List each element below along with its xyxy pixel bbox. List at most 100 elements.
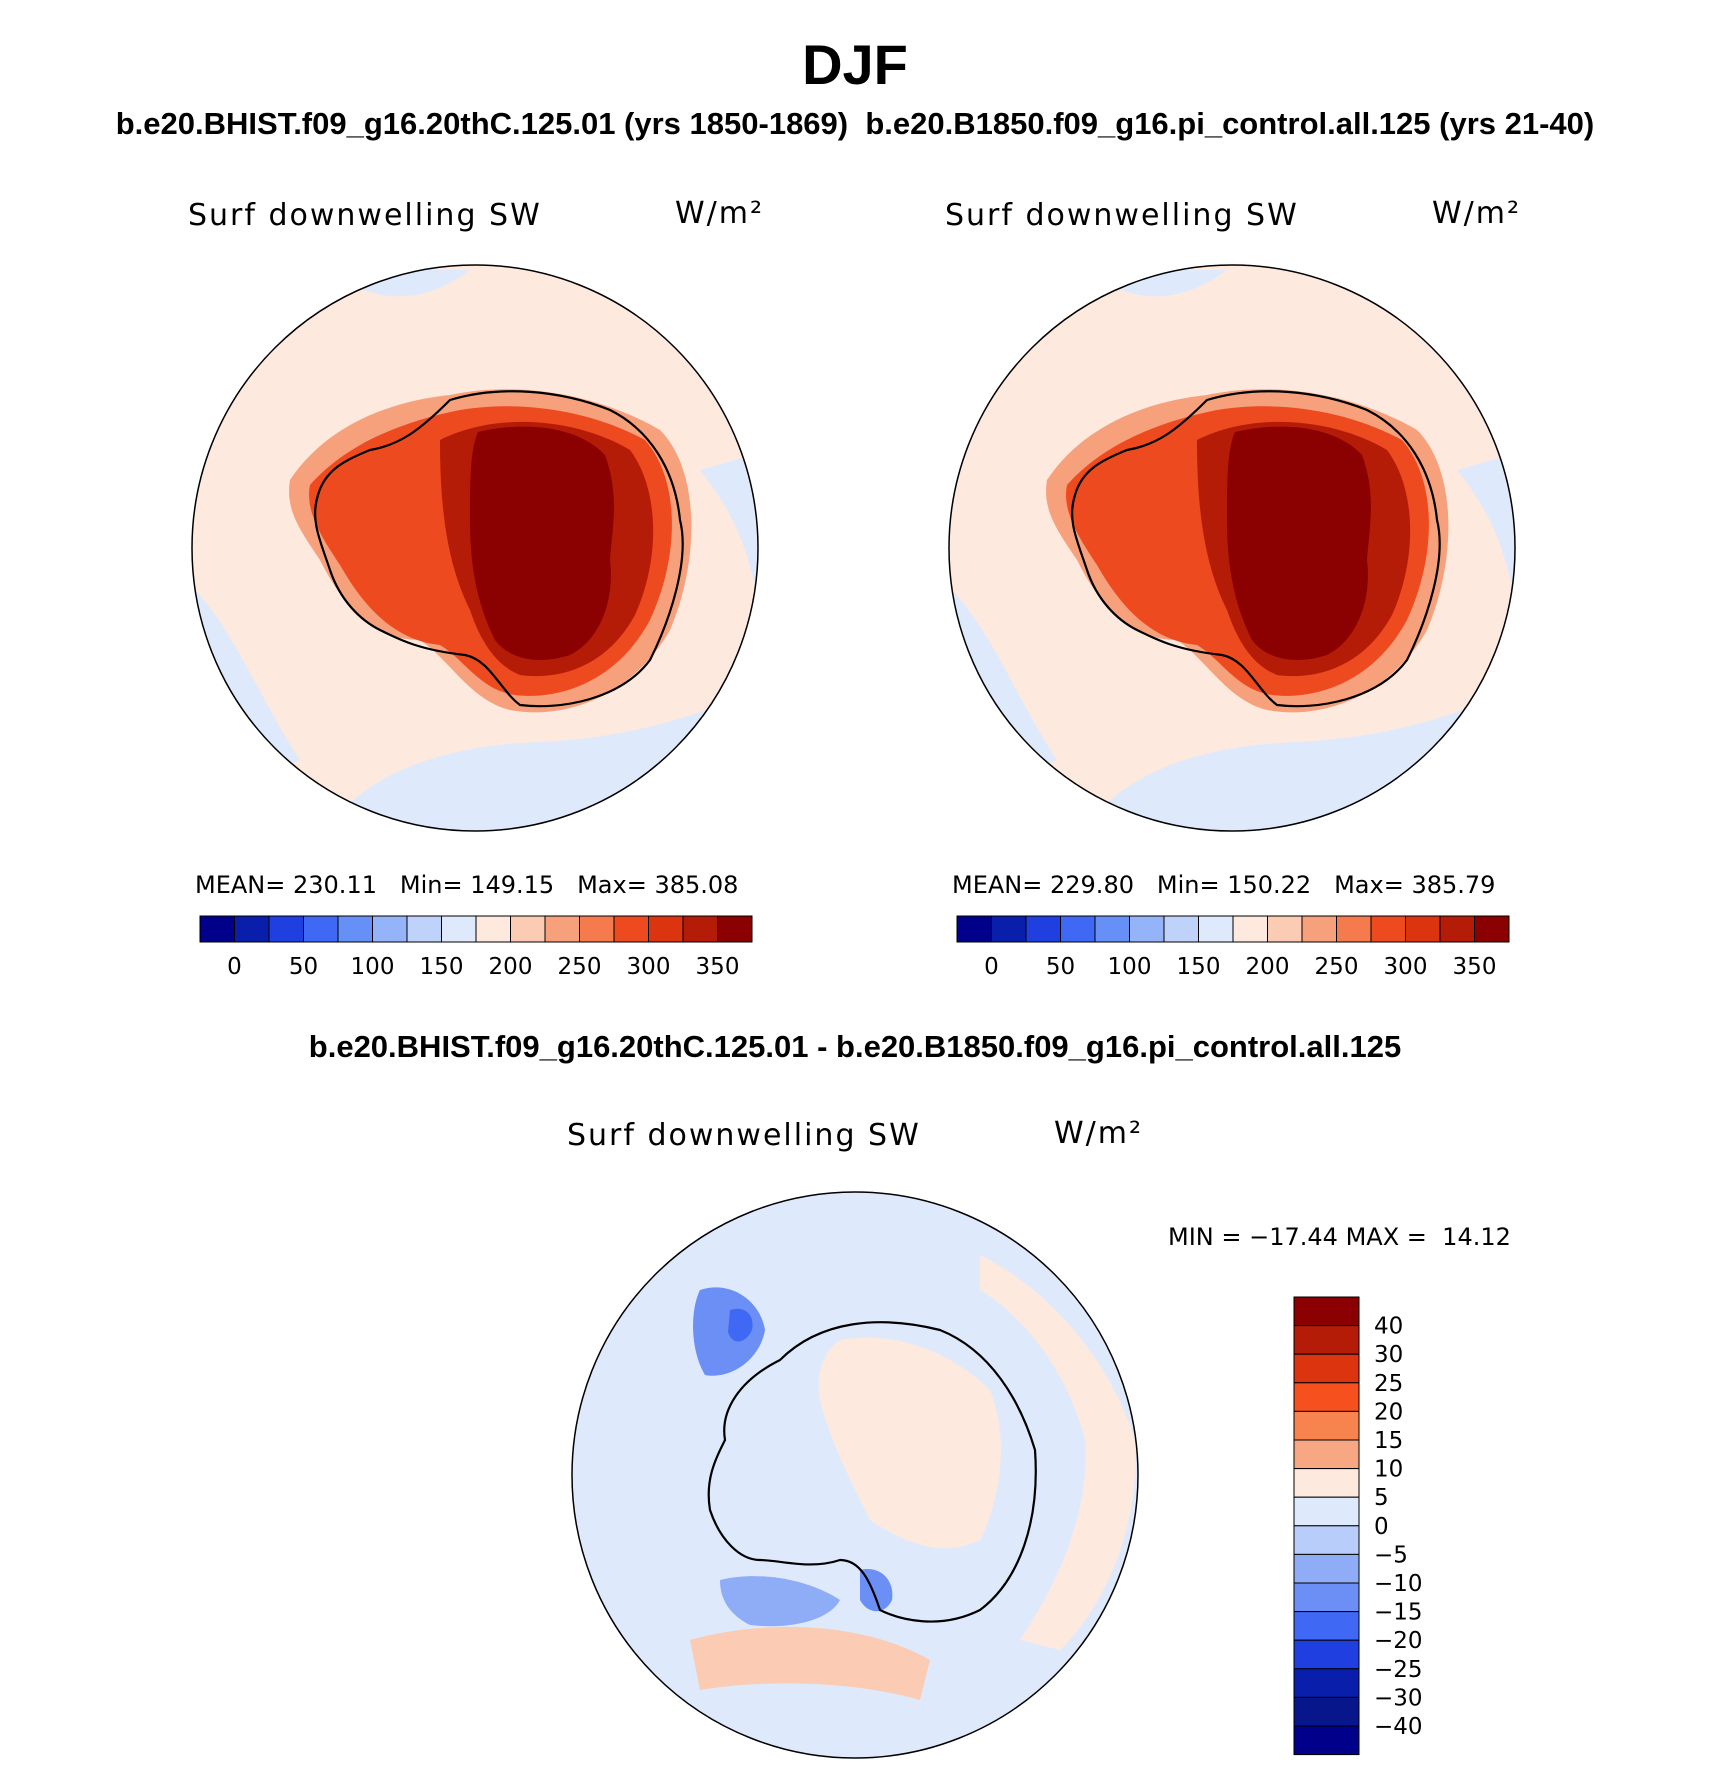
panel2-core-max [1227, 426, 1371, 660]
panel1-colorbar-cell [682, 915, 718, 943]
panel3-colorbar-tick-label: 15 [1374, 1428, 1403, 1454]
panel2-colorbar-tick-label: 350 [1453, 954, 1497, 980]
panel3-colorbar-cell [1293, 1582, 1360, 1613]
panel1-colorbar-tick-label: 300 [627, 954, 671, 980]
panel1-mean-label: MEAN= [195, 871, 286, 899]
panel3-colorbar-cell [1293, 1696, 1360, 1727]
subtitle-right: b.e20.B1850.f09_g16.pi_control.all.125 (… [865, 106, 1595, 141]
panel3-colorbar-tick-label: −15 [1374, 1600, 1423, 1626]
panel2-colorbar-tick-label: 0 [984, 954, 999, 980]
panel1-map [191, 264, 759, 832]
panel1-colorbar-cell [544, 915, 580, 943]
panel2-colorbar-cell [1301, 915, 1337, 943]
panel2-mean-value: 229.80 [1050, 871, 1134, 899]
panel3-colorbar-tick-label: −20 [1374, 1628, 1423, 1654]
panel1-colorbar-cell [303, 915, 339, 943]
panel3-colorbar-tick-label: −10 [1374, 1571, 1423, 1597]
panel3-colorbar-tick-label: −30 [1374, 1685, 1423, 1711]
panel2-colorbar-cell [1163, 915, 1199, 943]
panel2-colorbar-tick-label: 250 [1315, 954, 1359, 980]
panel3-colorbar-tick-label: −40 [1374, 1714, 1423, 1740]
panel2-stats: MEAN= 229.80 Min= 150.22 Max= 385.79 [952, 870, 1495, 900]
panel3-positive-east-band [980, 1255, 1136, 1650]
panel1-colorbar-tick-label: 50 [289, 954, 318, 980]
panel3-colorbar-cell [1293, 1410, 1360, 1441]
panel1-coastline [314, 390, 684, 708]
panel3-min-label: MIN = [1168, 1223, 1242, 1251]
panel3-colorbar-tick-label: 10 [1374, 1457, 1403, 1483]
panel2-colorbar: 0 50 100 150 200 250 300 350 [956, 915, 1510, 980]
panel3-colorbar-tick-label: 25 [1374, 1371, 1403, 1397]
panel2-colorbar-cell [1025, 915, 1061, 943]
panel3-map-border [571, 1191, 1139, 1759]
panel1-colorbar-cell [648, 915, 684, 943]
panel1-colorbar-cell [475, 915, 511, 943]
panel3-colorbar-cell [1293, 1468, 1360, 1498]
panel1-max-label: Max= [577, 871, 647, 899]
panel1-min-label: Min= [399, 871, 463, 899]
panel3-negative-patch-north [720, 1576, 840, 1627]
figure-title: DJF [802, 33, 908, 96]
panel3-positive-continent [818, 1337, 1001, 1549]
panel3-colorbar-cell [1293, 1496, 1360, 1527]
panel1-colorbar-tick-label: 100 [351, 954, 395, 980]
panel3-colorbar-tick-label: 20 [1374, 1399, 1403, 1425]
panel1-max-value: 385.08 [654, 871, 739, 899]
panel3-colorbar-cell [1293, 1611, 1360, 1641]
panel3-map [571, 1191, 1139, 1759]
panel2-colorbar-cell [956, 915, 992, 943]
panel2-coastline [1071, 390, 1441, 708]
panel1-variable-label: Surf downwelling SW [188, 198, 542, 233]
panel1-colorbar-cell [579, 915, 615, 943]
panel1-colorbar: 0 50 100 150 200 250 300 350 [199, 915, 753, 980]
panel1-colorbar-cell [372, 915, 408, 943]
panel2-colorbar-cell [991, 915, 1027, 943]
panel1-colorbar-tick-label: 0 [227, 954, 242, 980]
panel1-colorbar-cell [717, 915, 753, 943]
panel1-stats: MEAN= 230.11 Min= 149.15 Max= 385.08 [195, 870, 738, 900]
panel3-colorbar-cell [1293, 1353, 1360, 1384]
panel2-colorbar-cell [1267, 915, 1303, 943]
panel3-negative-core-south [728, 1308, 753, 1342]
panel3-colorbar-tick-label: 30 [1374, 1342, 1403, 1368]
panel3-colorbar-tick-label: −5 [1374, 1542, 1408, 1568]
panel2-map [948, 264, 1516, 832]
panel3-colorbar-cell [1293, 1639, 1360, 1670]
panel1-colorbar-cell [441, 915, 477, 943]
panel1-mean-value: 230.11 [293, 871, 377, 899]
panel2-colorbar-cell [1370, 915, 1406, 943]
panel2-variable-label: Surf downwelling SW [945, 198, 1299, 233]
panel3-colorbar-cell [1293, 1325, 1360, 1355]
panel1-colorbar-cell [510, 915, 546, 943]
panel3-min-value: −17.44 [1249, 1223, 1338, 1251]
panel1-colorbar-tick-label: 150 [420, 954, 464, 980]
panel1-colorbar-tick-label: 250 [558, 954, 602, 980]
panel3-positive-north-band [690, 1626, 930, 1700]
panel3-colorbar-cell [1293, 1525, 1360, 1555]
panel3-colorbar-cell [1293, 1439, 1360, 1470]
panel2-colorbar-tick-label: 150 [1177, 954, 1221, 980]
panel3-variable-label: Surf downwelling SW [567, 1118, 921, 1153]
panel2-map-border [948, 264, 1516, 832]
panel3-max-value: 14.12 [1442, 1223, 1511, 1251]
panel3-colorbar-cell [1293, 1382, 1360, 1412]
panel3-units-label: W/m² [1054, 1116, 1144, 1151]
panel2-colorbar-cell [1094, 915, 1130, 943]
panel1-colorbar-cell [199, 915, 235, 943]
panel2-min-label: Min= [1156, 871, 1220, 899]
panel2-min-value: 150.22 [1227, 871, 1312, 899]
panel3-colorbar-tick-label: 40 [1374, 1314, 1403, 1340]
panel2-colorbar-tick-label: 50 [1046, 954, 1075, 980]
panel1-colorbar-cell [268, 915, 304, 943]
panel2-mean-label: MEAN= [952, 871, 1043, 899]
panel1-colorbar-cell [406, 915, 442, 943]
panel2-colorbar-cell [1198, 915, 1234, 943]
panel2-max-label: Max= [1334, 871, 1404, 899]
panel2-units-label: W/m² [1432, 196, 1522, 231]
panel3-coastline [707, 1321, 1037, 1623]
panel1-colorbar-cell [613, 915, 649, 943]
panel1-min-value: 149.15 [470, 871, 555, 899]
difference-title: b.e20.BHIST.f09_g16.20thC.125.01 - b.e20… [308, 1029, 1402, 1064]
panel3-colorbar-tick-label: 0 [1374, 1514, 1389, 1540]
